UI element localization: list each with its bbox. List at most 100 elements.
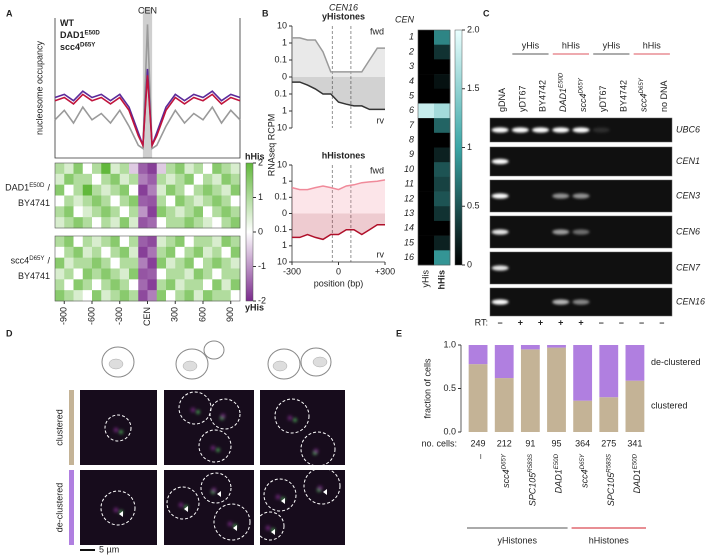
row-label-suffix: / <box>47 256 50 266</box>
heatmap-cell <box>110 163 121 175</box>
heatmap-cell <box>82 184 93 196</box>
kinetochore-signal <box>119 430 123 434</box>
gel-band <box>592 127 610 133</box>
heatmap-cell <box>203 184 213 196</box>
gel-band <box>532 127 550 133</box>
y-tick-label: 1 <box>282 37 287 47</box>
row-label-sup: D65Y <box>29 255 44 262</box>
count: 275 <box>601 438 616 448</box>
heatmap-cell <box>101 257 111 269</box>
heatmap-cell <box>119 217 130 229</box>
lane-label: BY4742 <box>619 80 629 112</box>
heatmap-cell <box>138 195 148 207</box>
category-label-sup: E50D <box>631 453 638 469</box>
heatmap-cell <box>156 257 167 269</box>
gel-band <box>511 127 529 133</box>
series-line <box>54 68 241 146</box>
chart-subtitle: hHistones <box>322 150 366 160</box>
arrowhead <box>119 511 123 517</box>
heatmap-cell <box>119 279 130 291</box>
heatmap-cell <box>221 279 232 291</box>
heatmap-cell <box>64 195 74 207</box>
heatmap-cell <box>156 268 167 280</box>
histone-signal <box>317 485 323 491</box>
heatmap-cell <box>138 279 148 291</box>
heatmap-cell <box>230 195 241 207</box>
histone-signal <box>227 521 233 527</box>
lane-label-main: scc4 <box>639 93 649 112</box>
histone-signal <box>178 502 184 508</box>
gel-band <box>491 265 509 271</box>
heatmap-cell <box>434 220 451 236</box>
heatmap-cell <box>55 279 65 291</box>
heatmap-cell <box>203 257 213 269</box>
heatmap-cell <box>193 279 204 291</box>
heatmap-cell <box>147 246 158 258</box>
series-line <box>54 24 241 150</box>
lane-label-sup: D65Y <box>577 77 584 93</box>
gel-band <box>552 127 570 133</box>
heatmap-cell <box>156 206 167 218</box>
histone-signal <box>313 448 319 454</box>
heatmap-cell <box>101 206 111 218</box>
heatmap-cell <box>101 184 111 196</box>
heatmap-cell <box>55 268 65 280</box>
heatmap-cell <box>55 290 65 302</box>
row-label-strain: BY4741 <box>18 271 50 281</box>
heatmap-cell <box>434 147 451 163</box>
colorbar-tick-label: 1 <box>467 142 472 152</box>
arrowhead <box>184 506 188 512</box>
heatmap-cell <box>55 163 65 175</box>
heatmap-cell <box>147 206 158 218</box>
heatmap-cell <box>55 246 65 258</box>
heatmap-cell <box>166 206 176 218</box>
heatmap-cell <box>119 163 130 175</box>
series-legend: de-clustered <box>651 357 701 367</box>
row-label-main: scc4 <box>11 256 30 266</box>
y-tick-label: 0.0 <box>443 426 456 436</box>
gel-row-label: UBC6 <box>676 124 700 134</box>
heatmap-cell <box>418 88 435 104</box>
heatmap-cell <box>147 268 158 280</box>
chart-subtitle: yHistones <box>322 11 365 21</box>
series-label: rv <box>377 115 385 125</box>
heatmap-cell <box>212 246 222 258</box>
rt-label: RT: <box>475 317 488 327</box>
heatmap-cell <box>212 206 222 218</box>
rt-value: + <box>518 317 523 327</box>
cell-outline <box>300 431 336 467</box>
heatmap-cell <box>184 163 195 175</box>
bar-segment <box>573 345 593 401</box>
heatmap-cell <box>203 206 213 218</box>
heatmap-cell <box>101 290 111 302</box>
heatmap-cell <box>147 257 158 269</box>
heatmap-cell <box>147 236 158 248</box>
bar-segment <box>494 345 514 379</box>
x-tick-label: 600 <box>197 307 207 322</box>
cell-outline <box>303 467 341 505</box>
heatmap-cell <box>418 176 435 192</box>
cell-outline <box>100 490 136 526</box>
heatmap-cell <box>64 236 74 248</box>
heatmap-cell <box>230 184 241 196</box>
panel-label: E <box>396 328 402 338</box>
heatmap-cell <box>147 163 158 175</box>
rt-value: – <box>599 317 604 327</box>
column-label: hHis <box>436 270 446 290</box>
x-tick-label: -300 <box>114 307 124 325</box>
heatmap-cell <box>82 217 93 229</box>
heatmap-cell <box>110 257 121 269</box>
heatmap-cell <box>230 206 241 218</box>
colorbar-tick-label: -1 <box>258 261 266 271</box>
heatmap-cell <box>221 173 232 185</box>
row-label: 1 <box>409 32 414 42</box>
y-tick-label: 0.1 <box>274 192 287 202</box>
heatmap-cell <box>82 257 93 269</box>
heatmap-cell <box>64 279 74 291</box>
x-tick-label: -300 <box>283 266 301 276</box>
rt-value: – <box>659 317 664 327</box>
y-tick-label: 0 <box>282 71 287 81</box>
heatmap-cell <box>101 173 111 185</box>
gel-band <box>552 193 570 199</box>
